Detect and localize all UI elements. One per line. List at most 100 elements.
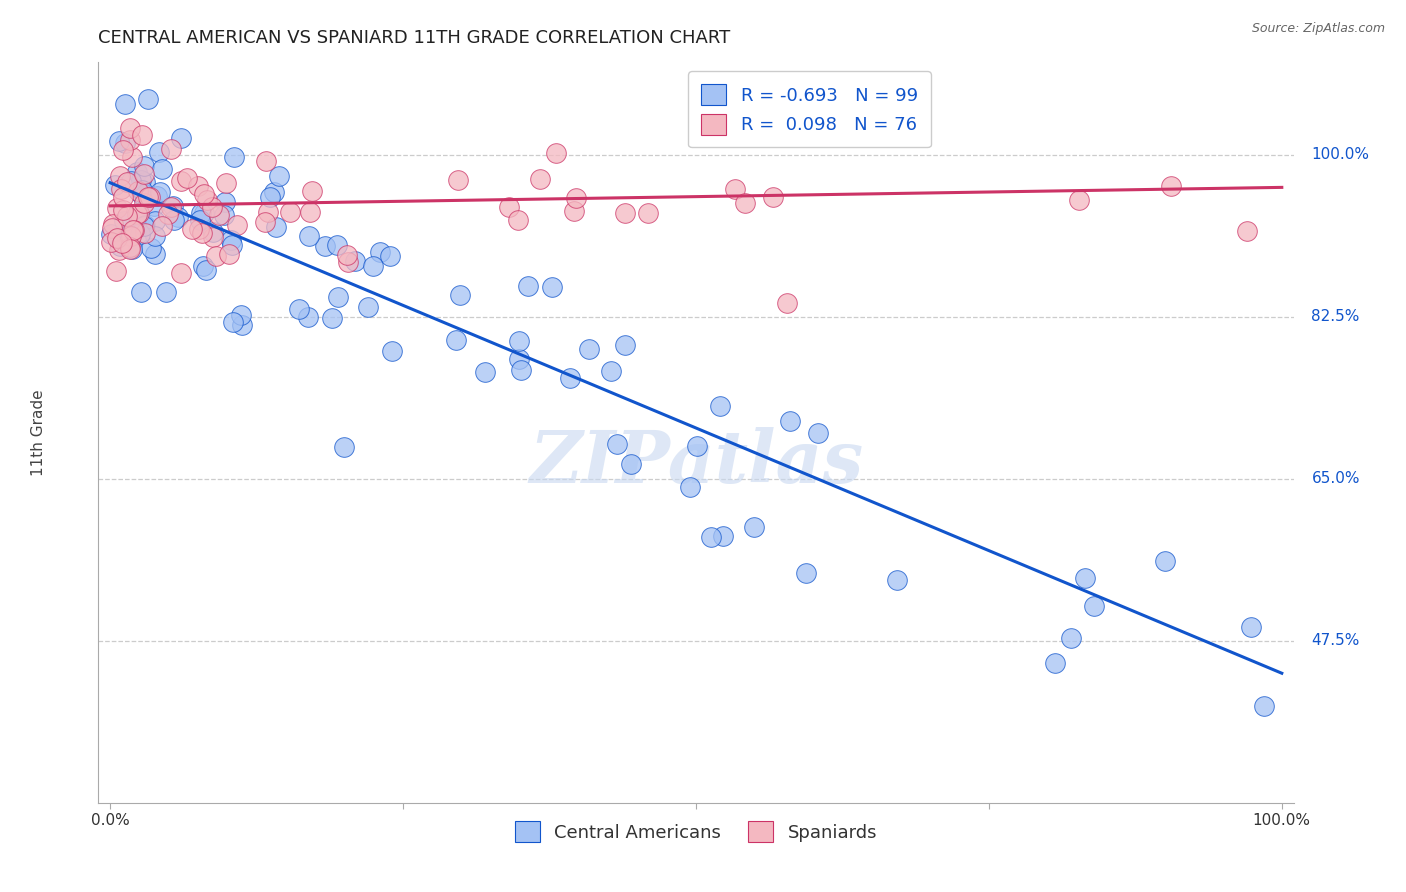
Point bbox=[201, 225, 224, 239]
Point bbox=[120, 133, 142, 147]
Text: 11th Grade: 11th Grade bbox=[31, 389, 46, 476]
Point bbox=[606, 436, 628, 450]
Point bbox=[321, 311, 343, 326]
Point bbox=[297, 310, 319, 324]
Point bbox=[118, 121, 141, 136]
Point bbox=[108, 239, 131, 253]
Point bbox=[128, 206, 150, 220]
Point bbox=[187, 179, 209, 194]
Point bbox=[1060, 631, 1083, 645]
Point bbox=[508, 352, 530, 367]
Point bbox=[1240, 620, 1263, 634]
Point bbox=[120, 174, 142, 188]
Point bbox=[510, 363, 533, 377]
Point bbox=[122, 223, 145, 237]
Point bbox=[142, 199, 165, 213]
Point bbox=[699, 530, 721, 544]
Point bbox=[160, 142, 183, 156]
Point bbox=[162, 199, 184, 213]
Point bbox=[449, 288, 471, 302]
Point bbox=[111, 143, 134, 157]
Point bbox=[157, 207, 180, 221]
Point bbox=[1043, 656, 1066, 670]
Point bbox=[298, 228, 321, 243]
Point bbox=[136, 92, 159, 106]
Point bbox=[259, 190, 281, 204]
Point bbox=[197, 193, 219, 207]
Point bbox=[129, 186, 152, 201]
Point bbox=[1083, 599, 1105, 614]
Point bbox=[100, 227, 122, 241]
Point bbox=[145, 189, 167, 203]
Point bbox=[103, 217, 125, 231]
Text: CENTRAL AMERICAN VS SPANIARD 11TH GRADE CORRELATION CHART: CENTRAL AMERICAN VS SPANIARD 11TH GRADE … bbox=[98, 29, 731, 47]
Point bbox=[254, 153, 277, 168]
Point bbox=[170, 174, 193, 188]
Point bbox=[336, 248, 359, 262]
Point bbox=[201, 230, 224, 244]
Point bbox=[105, 264, 128, 278]
Point bbox=[107, 201, 129, 215]
Point bbox=[143, 228, 166, 243]
Point bbox=[381, 343, 404, 358]
Point bbox=[129, 285, 152, 299]
Point bbox=[299, 205, 322, 219]
Point bbox=[114, 96, 136, 111]
Point bbox=[266, 219, 288, 234]
Point bbox=[222, 315, 245, 329]
Point bbox=[180, 222, 202, 236]
Point bbox=[134, 218, 156, 232]
Point bbox=[131, 183, 153, 197]
Point bbox=[508, 213, 530, 227]
Point bbox=[150, 161, 173, 176]
Point bbox=[127, 206, 149, 220]
Point bbox=[115, 209, 138, 223]
Point bbox=[229, 308, 252, 322]
Point bbox=[253, 215, 276, 229]
Point bbox=[190, 205, 212, 219]
Point bbox=[221, 238, 243, 252]
Point bbox=[332, 440, 354, 454]
Point bbox=[195, 263, 218, 277]
Point bbox=[107, 134, 129, 148]
Point bbox=[121, 223, 143, 237]
Point bbox=[191, 226, 214, 240]
Point bbox=[121, 242, 143, 256]
Point bbox=[169, 266, 191, 280]
Point bbox=[578, 343, 600, 357]
Point bbox=[163, 213, 186, 227]
Point bbox=[685, 439, 707, 453]
Point bbox=[742, 520, 765, 534]
Point bbox=[208, 208, 231, 222]
Point bbox=[368, 245, 391, 260]
Point bbox=[129, 173, 152, 187]
Point bbox=[256, 205, 278, 219]
Point bbox=[544, 145, 567, 160]
Point bbox=[1160, 179, 1182, 194]
Point bbox=[734, 196, 756, 211]
Point bbox=[120, 240, 142, 254]
Text: Source: ZipAtlas.com: Source: ZipAtlas.com bbox=[1251, 22, 1385, 36]
Point bbox=[219, 233, 242, 247]
Point bbox=[152, 219, 174, 233]
Point bbox=[447, 173, 470, 187]
Point bbox=[215, 177, 238, 191]
Point bbox=[139, 241, 162, 255]
Point bbox=[111, 236, 134, 251]
Point bbox=[498, 200, 520, 214]
Point bbox=[111, 190, 134, 204]
Point bbox=[193, 206, 215, 220]
Point bbox=[613, 337, 636, 351]
Point bbox=[218, 247, 240, 261]
Point bbox=[136, 190, 159, 204]
Point bbox=[214, 195, 236, 210]
Text: ZIPatlas: ZIPatlas bbox=[529, 426, 863, 498]
Point bbox=[326, 290, 349, 304]
Point bbox=[132, 186, 155, 201]
Point bbox=[762, 190, 785, 204]
Point bbox=[120, 228, 142, 243]
Point bbox=[357, 301, 380, 315]
Point bbox=[529, 172, 551, 186]
Point bbox=[127, 184, 149, 198]
Point bbox=[517, 279, 540, 293]
